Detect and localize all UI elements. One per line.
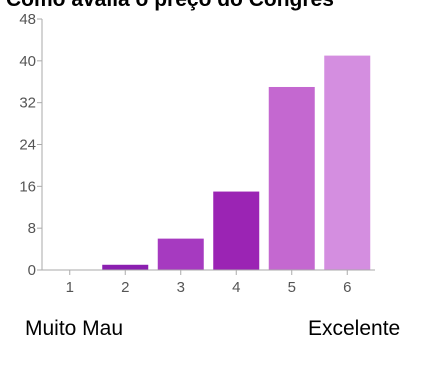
x-axis: 1 2 3 4 5 6 <box>42 269 375 296</box>
bar <box>157 238 204 270</box>
x-tick-label: 3 <box>177 279 185 296</box>
y-tick-label: 16 <box>19 178 36 195</box>
x-tick-label: 1 <box>66 279 74 296</box>
y-tick-label: 24 <box>19 137 36 154</box>
y-axis: 0 8 16 24 32 40 48 <box>19 11 43 279</box>
bar <box>102 264 149 270</box>
x-tick-label: 2 <box>121 279 129 296</box>
x-tick-label: 5 <box>288 279 296 296</box>
bar-chart: 0 8 16 24 32 40 48 1 2 3 4 5 6 <box>19 11 375 296</box>
chart-title: Como avalia o preço do Congres <box>6 0 334 12</box>
y-tick-label: 32 <box>19 95 36 112</box>
bar <box>268 86 315 271</box>
bars-group <box>102 55 371 271</box>
bar <box>324 55 371 270</box>
scale-low-label: Muito Mau <box>25 317 124 340</box>
y-tick-label: 48 <box>19 11 36 28</box>
y-tick-label: 8 <box>28 220 36 237</box>
x-tick-label: 4 <box>232 279 240 296</box>
y-tick-label: 0 <box>28 262 36 279</box>
scale-high-label: Excelente <box>308 317 401 340</box>
x-tick-label: 6 <box>343 279 351 296</box>
y-tick-label: 40 <box>19 53 36 70</box>
bar <box>213 191 260 270</box>
